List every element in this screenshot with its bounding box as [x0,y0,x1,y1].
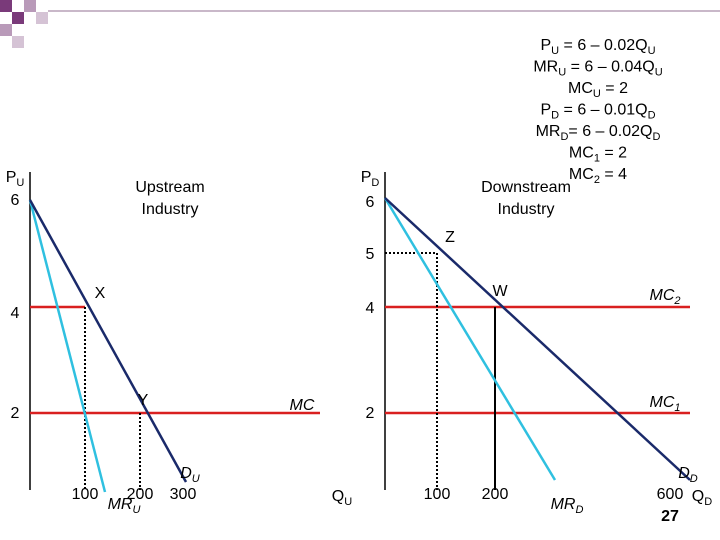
text-part: P [6,169,17,186]
text-part: P [361,169,372,186]
text-part: Q [332,488,344,505]
curve-label: MRU [108,496,141,516]
text-part: MC [290,397,315,414]
x-tick-label: 300 [170,486,197,503]
x-tick-label: 200 [482,486,509,503]
subscript: U [192,473,200,485]
axis-label: PU [6,169,25,189]
point-label: X [95,285,106,302]
text-part: MC [568,80,593,97]
equation: MCU = 2 [568,80,628,100]
axis-label: QU [332,488,352,508]
point-label: W [492,283,508,300]
subscript: U [648,45,656,57]
subscript: U [551,45,559,57]
panel-title: Industry [498,201,555,218]
y-tick-label: 4 [11,305,20,322]
x-tick-label: 100 [72,486,99,503]
text-part: MC [649,394,674,411]
curve-label: DU [180,465,200,485]
left-diagram-lines [28,172,320,493]
subscript: U [593,88,601,100]
subscript: D [371,177,379,189]
panel-title: Industry [142,201,199,218]
y-tick-label: 2 [366,405,375,422]
curve-label: MRD [551,496,584,516]
axis-label: QD [692,488,712,508]
subscript: U [132,504,140,516]
equation: MRD= 6 – 0.02QD [536,123,661,143]
equation: PU = 6 – 0.02QU [540,37,655,57]
curve-label: MC1 [649,394,680,414]
text-part: MC [649,287,674,304]
subscript: D [560,131,568,143]
subscript: 1 [594,153,600,165]
text-part: = 6 – 0.02Q [568,123,652,140]
text-part: MR [108,496,133,513]
subscript: U [344,496,352,508]
text-part: = 2 [601,80,628,97]
text-part: MR [551,496,576,513]
corner-decoration [0,0,720,48]
axis-label: PD [361,169,380,189]
text-part: D [678,465,690,482]
text-part: = 6 – 0.04Q [566,59,655,76]
equation: MC2 = 4 [569,166,627,186]
y-tick-label: 2 [11,405,20,422]
text-part: D [180,465,192,482]
text-part: = 4 [600,166,627,183]
y-tick-label: 6 [366,194,375,211]
subscript: D [652,131,660,143]
curve-label: DD [678,465,698,485]
text-part: = 6 – 0.02Q [559,37,648,54]
subscript: U [16,177,24,189]
y-tick-label: 4 [366,300,375,317]
page-number: 27 [661,508,679,525]
panel-title: Upstream [135,179,204,196]
curve-label: MC2 [649,287,680,307]
text-part: P [540,37,551,54]
x-tick-label: 600 [657,486,684,503]
subscript: D [551,110,559,122]
subscript: D [690,473,698,485]
subscript: D [648,110,656,122]
text-part: = 2 [600,145,627,162]
y-tick-label: 5 [366,246,375,263]
x-tick-label: 100 [424,486,451,503]
right-diagram-lines [383,172,691,490]
text-part: MC [569,145,594,162]
text-part: MR [536,123,561,140]
text-part: = 6 – 0.01Q [559,102,648,119]
subscript: U [655,67,663,79]
panel-title: Downstream [481,179,571,196]
equation: MRU = 6 – 0.04QU [533,59,662,79]
text-part: Q [692,488,704,505]
point-label: Z [445,229,455,246]
equation: PD = 6 – 0.01QD [540,102,655,122]
subscript: 2 [594,174,600,186]
text-part: MR [533,59,558,76]
text-part: MC [569,166,594,183]
subscript: U [558,67,566,79]
subscript: 2 [673,295,680,307]
x-tick-label: 200 [127,486,154,503]
text-part: P [540,102,551,119]
subscript: 1 [674,402,680,414]
curve-label: MC [290,397,315,414]
subscript: D [704,496,712,508]
y-tick-label: 6 [11,192,20,209]
point-label: Y [138,392,149,409]
equation: MC1 = 2 [569,145,627,165]
subscript: D [575,504,583,516]
